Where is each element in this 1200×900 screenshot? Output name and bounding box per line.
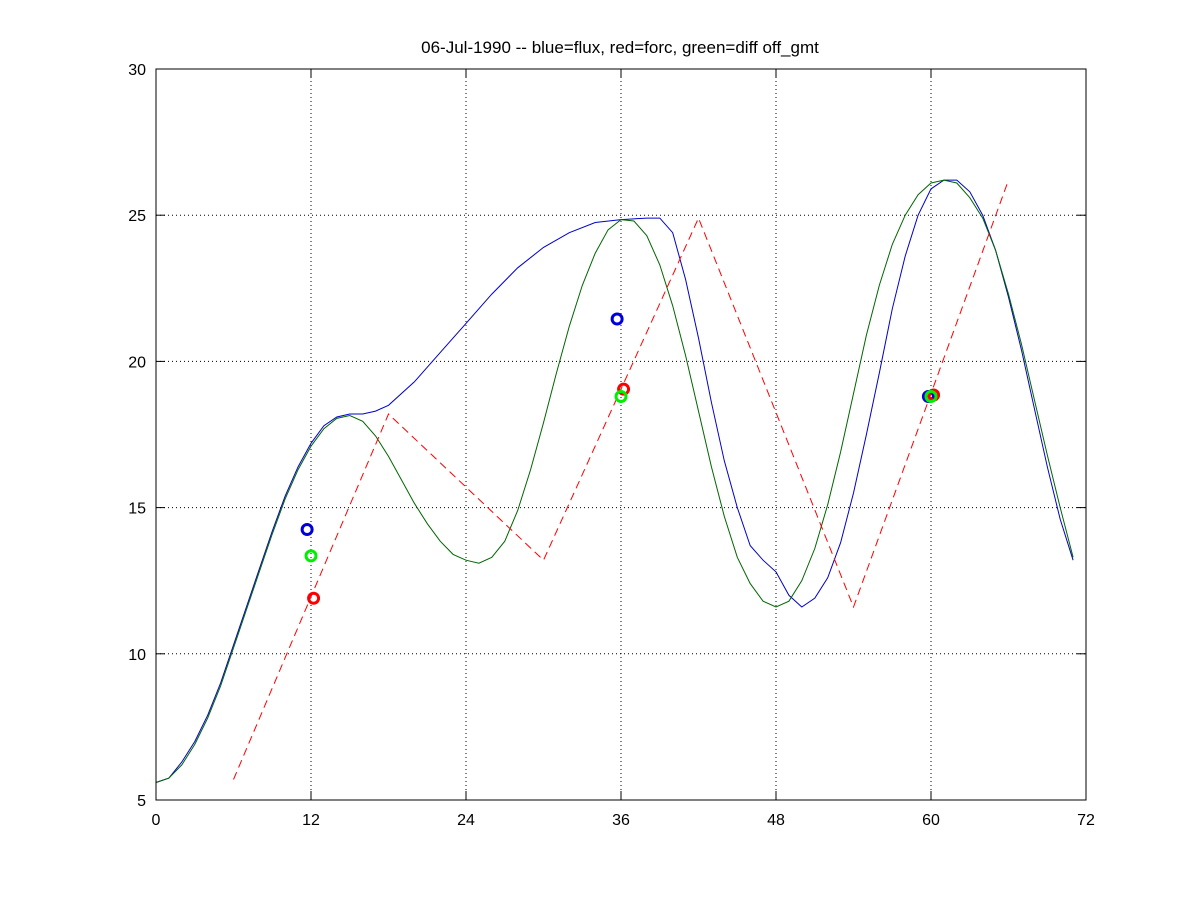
grid-lines: [156, 69, 1086, 800]
data-point-marker: [924, 389, 938, 403]
data-point-marker: [304, 549, 318, 563]
flux-series-line: [155, 179, 1074, 783]
y-tick-label: 10: [128, 647, 146, 664]
axis-ticks: [155, 68, 1087, 801]
x-tick-label: 72: [1077, 812, 1095, 829]
x-tick-label: 24: [457, 812, 475, 829]
x-tick-label: 12: [302, 812, 320, 829]
x-tick-label: 48: [767, 812, 785, 829]
y-tick-label: 5: [137, 793, 146, 810]
data-point-marker: [610, 312, 624, 326]
x-tick-label: 0: [152, 812, 161, 829]
chart-title: 06-Jul-1990 -- blue=flux, red=forc, gree…: [421, 38, 819, 57]
forc-series-line: [233, 179, 1009, 780]
series-layer: [155, 179, 1074, 783]
marker-layer: [300, 312, 941, 605]
y-tick-label: 20: [128, 354, 146, 371]
x-tick-label: 60: [922, 812, 940, 829]
data-point-marker: [307, 591, 321, 605]
y-tick-label: 25: [128, 208, 146, 225]
y-tick-label: 30: [128, 62, 146, 79]
data-point-marker: [617, 382, 631, 396]
diff-series-line: [155, 179, 1074, 783]
data-point-marker: [300, 523, 314, 537]
x-tick-label: 36: [612, 812, 630, 829]
data-point-marker: [614, 389, 628, 403]
tick-labels: 0 12 24 36 48 60 72 5 10 15 20 25 30: [128, 62, 1095, 829]
y-tick-label: 15: [128, 501, 146, 518]
